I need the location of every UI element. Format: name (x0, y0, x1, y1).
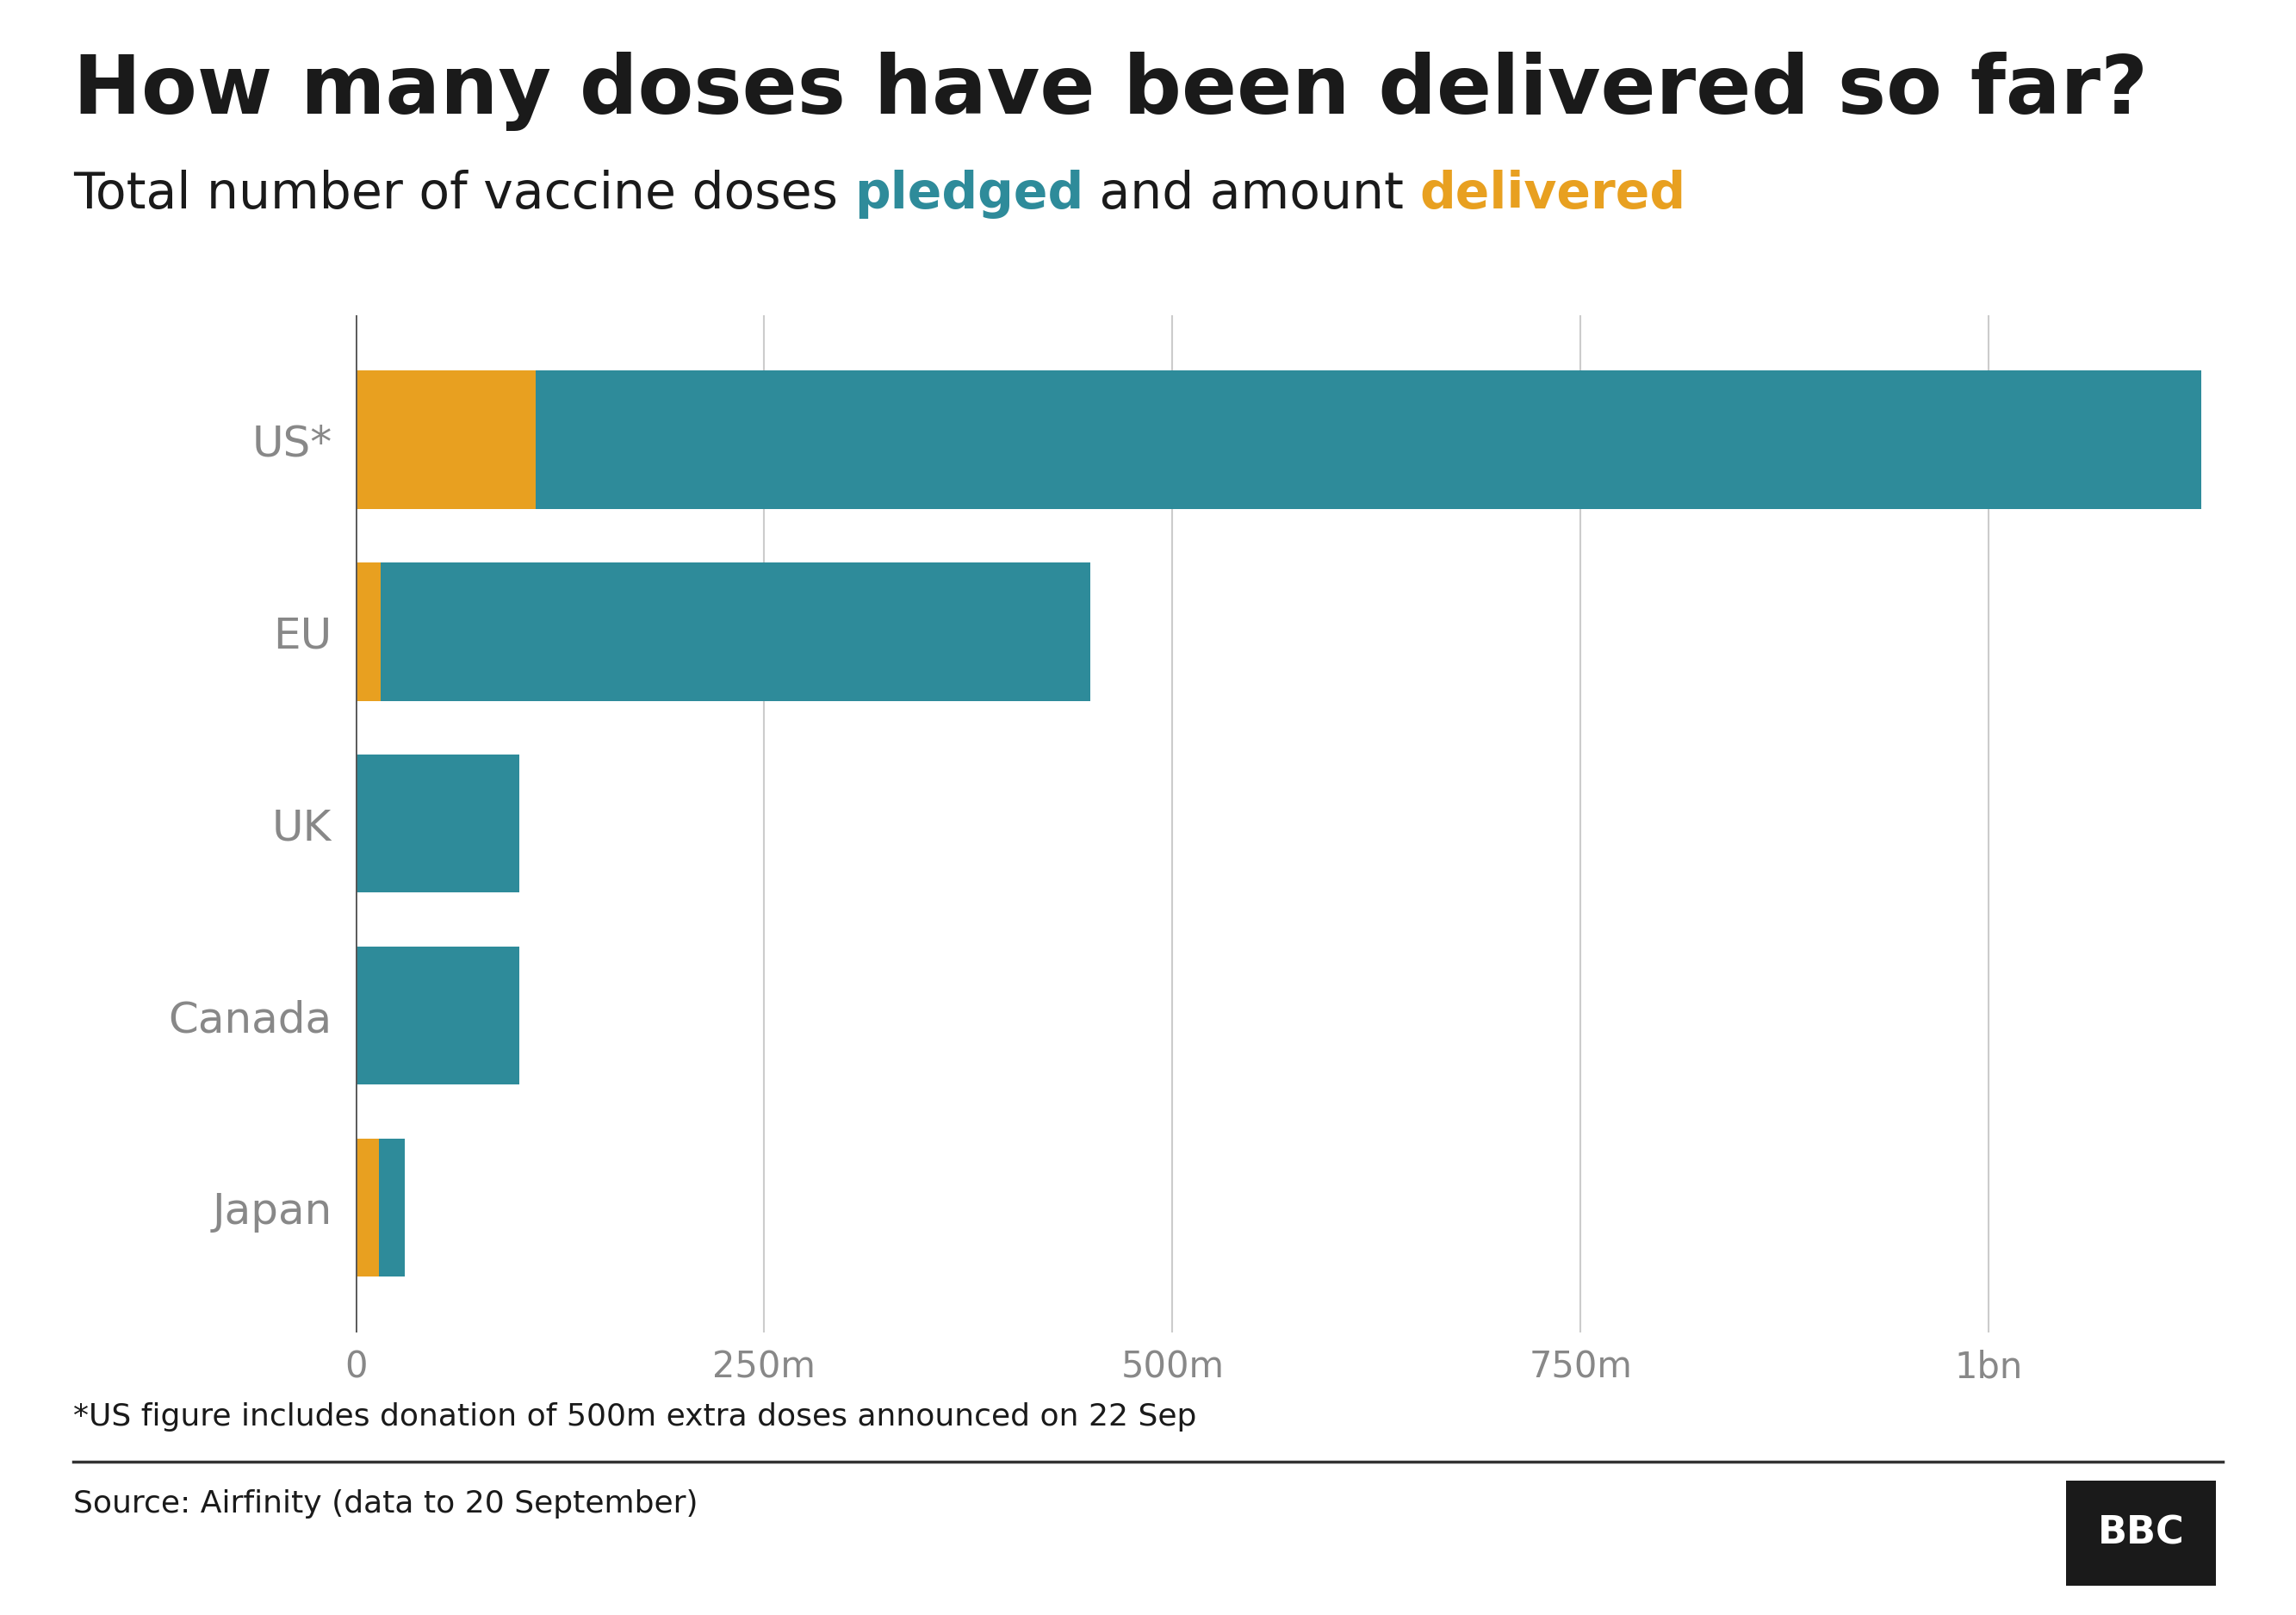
Text: and amount: and amount (1084, 170, 1419, 218)
Bar (356, 946, 519, 1085)
Bar (356, 370, 2202, 509)
Text: *US figure includes donation of 500m extra doses announced on 22 Sep: *US figure includes donation of 500m ext… (73, 1402, 1196, 1431)
Text: Source: Airfinity (data to 20 September): Source: Airfinity (data to 20 September) (73, 1489, 698, 1518)
Bar (356, 1139, 379, 1277)
Bar (356, 562, 381, 701)
Bar (356, 370, 535, 509)
Text: BBC: BBC (2099, 1515, 2183, 1552)
Text: delivered: delivered (1419, 170, 1685, 218)
Text: How many doses have been delivered so far?: How many doses have been delivered so fa… (73, 52, 2149, 131)
Bar (356, 1139, 404, 1277)
Text: Total number of vaccine doses: Total number of vaccine doses (73, 170, 854, 218)
Bar (356, 562, 1091, 701)
Text: pledged: pledged (854, 170, 1084, 218)
Bar (356, 754, 519, 893)
